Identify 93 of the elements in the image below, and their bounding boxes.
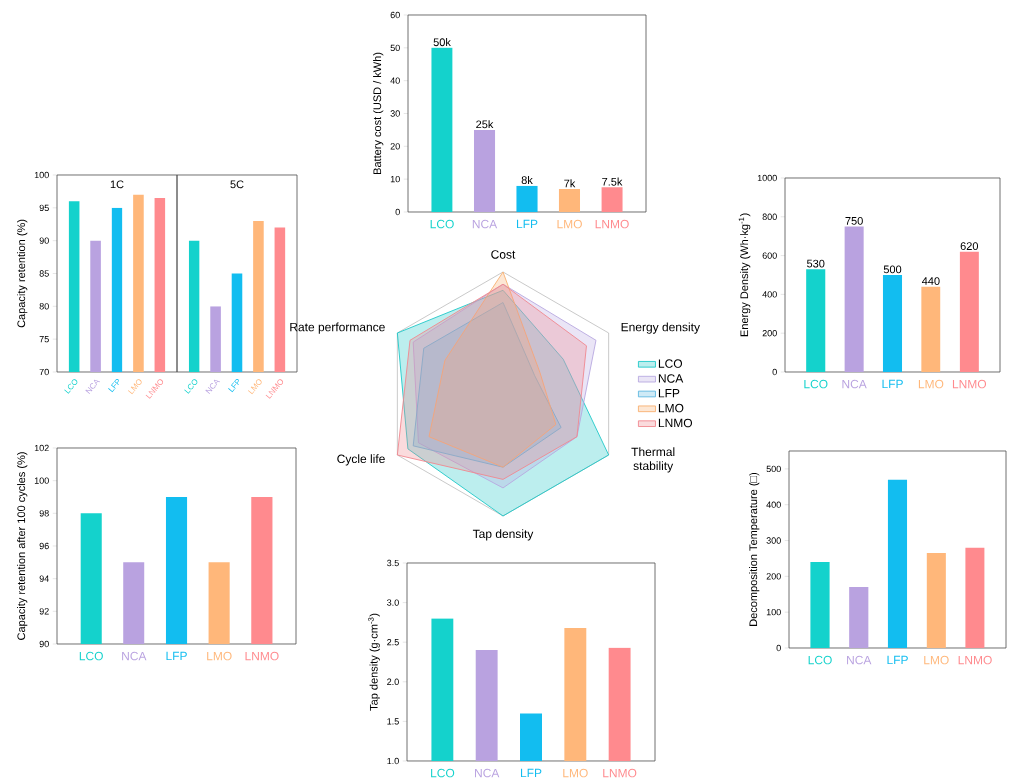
y-tick-label: 75 — [39, 336, 49, 343]
y-tick-label: 40 — [390, 77, 400, 84]
x-tick-label: LCO — [808, 655, 832, 665]
y-tick-label: 400 — [762, 291, 777, 298]
data-label: 530 — [806, 259, 825, 268]
y-tick-label: 0 — [772, 368, 777, 376]
y-tick-label: 1000 — [757, 174, 777, 182]
y-tick-label: 3.5 — [387, 559, 399, 567]
data-label: 8k — [521, 175, 533, 185]
x-tick-label: NCA — [847, 655, 872, 665]
y-tick-label: 90 — [39, 237, 49, 244]
y-tick-label: 0 — [395, 208, 400, 216]
y-tick-label: 85 — [39, 270, 49, 277]
data-label: 25k — [476, 120, 494, 129]
spoke-label: Cycle life — [337, 454, 385, 466]
x-tick-label: LCO — [79, 651, 103, 661]
data-label: 7k — [564, 179, 576, 188]
spoke-label: Tap density — [472, 529, 534, 541]
x-tick-label: LFP — [166, 651, 187, 661]
x-tick-label: LCO — [804, 379, 828, 389]
y-tick-label: 90 — [39, 640, 49, 648]
x-tick-label: LMO — [924, 655, 949, 665]
y-tick-label: 100 — [34, 477, 49, 484]
x-tick-label: NCA — [475, 768, 500, 778]
y-tick-label: 10 — [390, 175, 400, 183]
x-tick-label: LCO — [431, 768, 455, 778]
spoke-label: Cost — [491, 250, 516, 259]
y-tick-label: 200 — [762, 330, 777, 337]
y-tick-label: 100 — [34, 171, 49, 179]
data-label: 7.5k — [602, 177, 623, 186]
y-tick-label: 800 — [762, 213, 777, 220]
x-tick-label: NCA — [122, 651, 147, 661]
legend-label: LNMO — [658, 418, 693, 428]
y-axis-title: Battery cost (USD / kWh) — [373, 52, 384, 175]
y-tick-label: 94 — [39, 575, 49, 582]
x-tick-label: LFP — [882, 379, 903, 389]
y-tick-label: 80 — [39, 303, 49, 310]
y-tick-label: 95 — [39, 204, 49, 212]
data-label: 50k — [433, 38, 451, 47]
y-tick-label: 70 — [39, 368, 49, 376]
data-label: 500 — [883, 265, 902, 274]
y-tick-label: 96 — [39, 542, 49, 550]
spoke-label: Energy density — [621, 322, 700, 334]
y-axis-title: Capacity retention (%) — [17, 219, 28, 328]
x-tick-label: NCA — [472, 219, 498, 229]
x-tick-label: LNMO — [952, 379, 987, 389]
y-tick-label: 2.5 — [387, 639, 399, 646]
y-tick-label: 0 — [776, 644, 781, 652]
x-tick-label: NCA — [842, 379, 867, 389]
y-tick-label: 30 — [390, 110, 400, 117]
y-tick-label: 300 — [766, 537, 781, 544]
data-label: 620 — [960, 242, 979, 251]
x-tick-label: LNMO — [603, 768, 637, 778]
data-label: 750 — [845, 217, 863, 225]
x-tick-label: LMO — [918, 379, 944, 389]
y-tick-label: 98 — [39, 510, 49, 517]
x-tick-label: LFP — [516, 219, 538, 229]
x-tick-label: LNMO — [595, 219, 629, 229]
y-tick-label: 60 — [390, 11, 400, 19]
x-tick-label: LMO — [563, 768, 588, 778]
x-tick-label: LCO — [430, 219, 454, 229]
spoke-label: Thermal stability — [631, 447, 675, 473]
y-tick-label: 102 — [34, 444, 49, 452]
y-axis-title: Energy Density (Wh·kg$^{-1}$) — [738, 213, 751, 337]
x-tick-label: LMO — [557, 219, 582, 229]
x-tick-label: LFP — [887, 655, 908, 665]
y-tick-label: 2.0 — [387, 678, 399, 685]
spoke-label: Rate performance — [290, 322, 385, 334]
chart-title: 1C — [110, 180, 124, 189]
x-tick-label: LFP — [228, 378, 239, 393]
y-tick-label: 100 — [766, 608, 781, 616]
y-axis-title: Decomposition Temperature (□) — [749, 472, 760, 626]
y-tick-label: 50 — [390, 44, 400, 52]
x-tick-label: LFP — [520, 768, 542, 778]
y-tick-label: 400 — [766, 501, 781, 508]
y-tick-label: 92 — [39, 608, 49, 615]
x-tick-label: LMO — [207, 651, 232, 661]
y-tick-label: 200 — [766, 573, 781, 580]
chart-title: 5C — [230, 180, 244, 189]
y-tick-label: 3.0 — [387, 599, 399, 606]
y-tick-label: 1.5 — [387, 718, 399, 725]
legend-label: LCO — [658, 359, 683, 368]
x-tick-label: LNMO — [245, 651, 279, 661]
y-axis-title: Tap density (g·cm$^{-3}$) — [368, 613, 380, 711]
data-label: 440 — [921, 277, 940, 285]
y-tick-label: 20 — [390, 143, 400, 150]
y-tick-label: 600 — [762, 252, 777, 259]
x-tick-label: LNMO — [958, 655, 992, 665]
legend-label: LMO — [658, 403, 684, 413]
y-axis-title: Capacity retention after 100 cycles (%) — [17, 452, 28, 640]
y-tick-label: 1.0 — [387, 757, 399, 765]
x-tick-label: LFP — [108, 378, 119, 393]
y-tick-label: 500 — [766, 465, 781, 473]
